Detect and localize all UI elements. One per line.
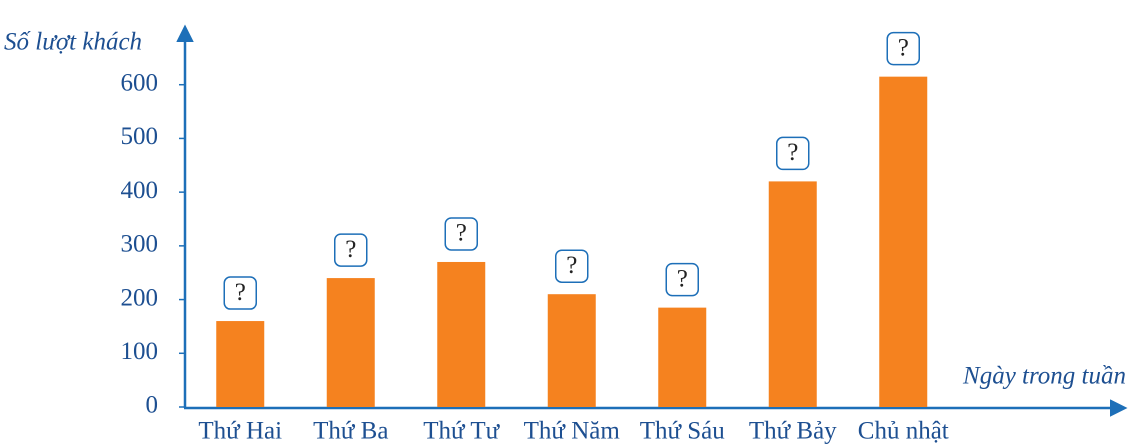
bar [547, 294, 596, 407]
x-tick-label: Thứ Bảy [749, 418, 837, 445]
label-box [886, 31, 920, 66]
x-tick-label: Thứ Năm [524, 418, 621, 445]
label-box [665, 262, 699, 297]
bar-label: ? [566, 252, 577, 279]
y-tick-label: 200 [121, 284, 159, 311]
bar-label: ? [235, 279, 246, 306]
bar [437, 261, 486, 407]
y-tick-label: 0 [146, 392, 159, 419]
y-tick-label: 600 [121, 69, 159, 96]
bar-label: ? [677, 265, 688, 292]
label-box [223, 276, 257, 310]
bar-label: ? [345, 236, 356, 263]
label-box [334, 233, 368, 267]
x-tick-label: Chủ nhật [858, 418, 949, 445]
bar-label: ? [787, 139, 798, 166]
y-tick-label: 400 [121, 177, 159, 204]
bar [326, 278, 375, 407]
bar [768, 181, 817, 407]
bar-label: ? [456, 220, 467, 247]
y-tick-label: 300 [121, 231, 159, 258]
x-tick-label: Thứ Hai [198, 418, 282, 445]
y-tick-label: 500 [121, 123, 159, 150]
bar [658, 307, 707, 407]
y-axis-label: Số lượt khách [4, 29, 142, 56]
y-tick-label: 100 [121, 338, 159, 365]
x-axis-label: Ngày trong tuần [962, 363, 1126, 390]
x-tick-label: Thứ Ba [313, 418, 388, 445]
label-box [444, 217, 478, 251]
x-tick-label: Thứ Sáu [640, 418, 726, 445]
label-box [555, 249, 589, 283]
x-tick-label: Thứ Tư [423, 418, 500, 445]
label-box [776, 136, 810, 171]
bar-label: ? [898, 34, 909, 61]
bar [879, 76, 928, 408]
bar [216, 321, 265, 407]
